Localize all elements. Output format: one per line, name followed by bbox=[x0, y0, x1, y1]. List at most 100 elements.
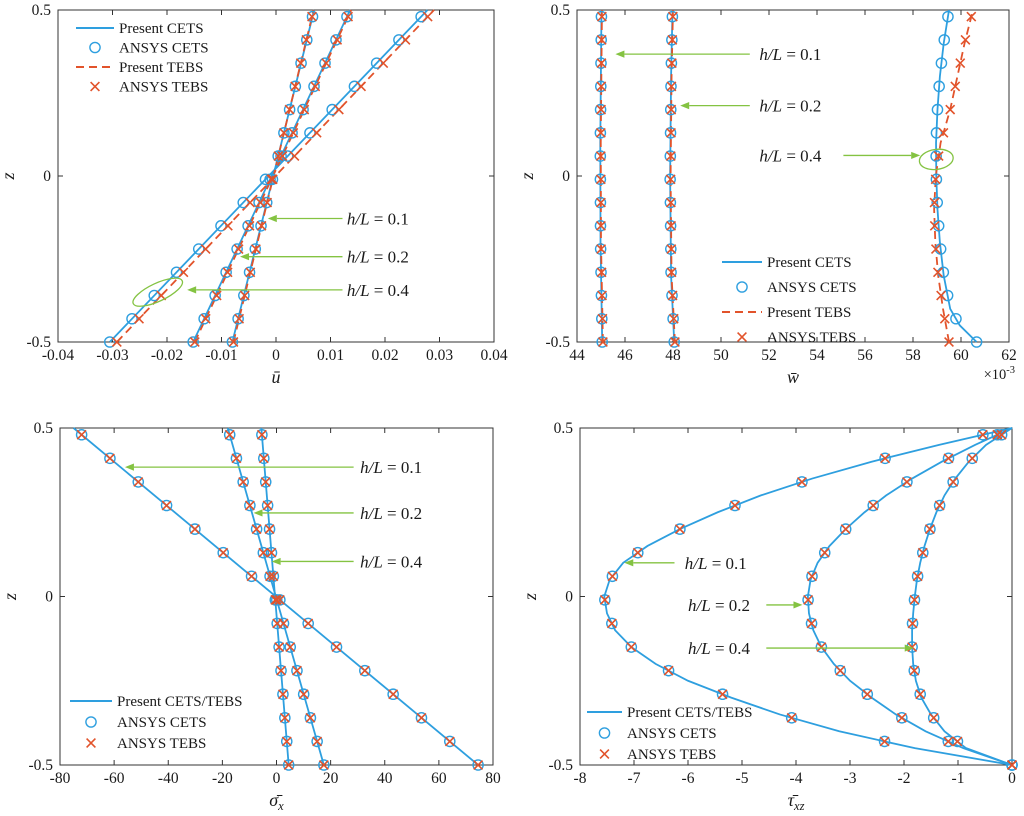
circle-marker bbox=[304, 712, 317, 724]
x-marker bbox=[178, 267, 189, 278]
x-marker bbox=[666, 58, 677, 69]
x-marker bbox=[284, 104, 295, 115]
x-marker bbox=[930, 174, 941, 185]
circle-marker bbox=[815, 641, 828, 653]
circle-marker bbox=[908, 594, 921, 606]
circle-marker bbox=[665, 243, 677, 255]
annotation-label: h/L = 0.4 bbox=[688, 639, 751, 658]
x-marker bbox=[666, 104, 677, 115]
circle-marker bbox=[598, 727, 611, 739]
circle-marker bbox=[187, 336, 199, 348]
annotation-arrowhead bbox=[124, 463, 134, 471]
x-tick-label: 62 bbox=[1001, 347, 1017, 364]
circle-marker bbox=[916, 546, 929, 559]
x-marker bbox=[599, 749, 610, 759]
x-marker bbox=[333, 104, 344, 115]
x-marker bbox=[945, 104, 956, 115]
x-marker bbox=[283, 760, 294, 770]
x-marker bbox=[909, 594, 920, 605]
x-marker bbox=[930, 244, 941, 255]
x-marker bbox=[218, 547, 229, 558]
circle-marker bbox=[930, 150, 942, 162]
x-marker bbox=[90, 81, 100, 92]
x-marker bbox=[607, 571, 618, 582]
x-tick-label: -0.04 bbox=[42, 347, 75, 364]
annotation-ellipse bbox=[918, 148, 954, 171]
x-marker bbox=[932, 267, 943, 278]
series-line bbox=[599, 9, 604, 343]
circle-marker bbox=[308, 80, 320, 93]
circle-marker bbox=[977, 428, 989, 441]
x-tick-label: -1 bbox=[952, 770, 965, 787]
x-marker bbox=[597, 290, 607, 301]
x-marker bbox=[104, 453, 115, 464]
x-marker bbox=[663, 665, 674, 676]
x-marker bbox=[200, 313, 211, 324]
x-marker bbox=[665, 174, 676, 185]
x-marker bbox=[955, 58, 966, 69]
x-tick-label: -80 bbox=[50, 770, 71, 787]
circle-marker bbox=[595, 34, 608, 46]
x-marker bbox=[400, 34, 411, 45]
x-tick-label: -7 bbox=[628, 770, 641, 787]
x-marker bbox=[246, 571, 257, 582]
legend-label: ANSYS TEBS bbox=[117, 736, 206, 752]
circle-marker bbox=[278, 127, 290, 139]
x-marker bbox=[260, 476, 271, 487]
x-marker bbox=[606, 618, 617, 629]
x-marker bbox=[674, 524, 685, 535]
circle-marker bbox=[261, 499, 274, 512]
x-marker bbox=[279, 712, 290, 723]
x-marker bbox=[816, 642, 827, 653]
x-marker bbox=[880, 453, 891, 464]
circle-marker bbox=[664, 196, 677, 209]
circle-marker bbox=[931, 196, 944, 209]
x-marker bbox=[256, 220, 267, 231]
circle-marker bbox=[951, 735, 964, 748]
circle-marker bbox=[232, 312, 244, 325]
circle-marker bbox=[896, 712, 908, 724]
circle-marker bbox=[284, 641, 297, 653]
circle-marker bbox=[594, 243, 607, 255]
x-marker bbox=[737, 332, 747, 342]
x-marker bbox=[268, 571, 279, 582]
circle-marker bbox=[666, 289, 678, 302]
circle-marker bbox=[796, 476, 808, 488]
x-marker bbox=[909, 665, 920, 676]
circle-marker bbox=[237, 196, 250, 209]
annotation-label: h/L = 0.2 bbox=[360, 504, 422, 523]
x-marker bbox=[278, 127, 289, 138]
annotation-arrowhead bbox=[253, 509, 263, 517]
annotation-label: h/L = 0.1 bbox=[347, 209, 409, 228]
circle-marker bbox=[901, 476, 913, 488]
circle-marker bbox=[415, 712, 428, 724]
x-marker bbox=[244, 500, 255, 511]
legend-label: ANSYS CETS bbox=[117, 715, 207, 731]
x-marker bbox=[896, 712, 907, 723]
subplot-u: -0.04 -0.03 -0.02 -0.01 0 0.01 0.02 0.03 0.04 0.5… bbox=[0, 0, 512, 408]
x-marker bbox=[301, 34, 312, 45]
x-tick-label: -5 bbox=[736, 770, 749, 787]
x-marker bbox=[332, 34, 343, 45]
circle-marker bbox=[242, 219, 254, 232]
circle-marker bbox=[255, 219, 267, 232]
plot-background bbox=[0, 0, 512, 408]
annotation-arrowhead bbox=[271, 557, 281, 566]
circle-marker bbox=[258, 452, 270, 465]
circle-marker bbox=[280, 735, 293, 748]
circle-marker bbox=[834, 664, 847, 677]
x-marker bbox=[952, 736, 963, 747]
legend-label: Present CETS/TEBS bbox=[117, 694, 242, 710]
x-marker bbox=[868, 500, 879, 511]
circle-marker bbox=[263, 523, 276, 535]
x-marker bbox=[312, 736, 323, 747]
chart-svg-tau-plot: -8 -7 -6 -5 -4 -3 -2 -1 0 0.5 0 -0.5 τ̄xz z h/L = 0.1 h… bbox=[512, 408, 1024, 816]
x-marker bbox=[929, 220, 940, 231]
x-tick-label: 60 bbox=[953, 347, 969, 364]
x-marker bbox=[200, 244, 211, 255]
circle-marker bbox=[839, 523, 852, 535]
x-marker bbox=[806, 618, 817, 629]
x-marker bbox=[944, 337, 954, 347]
circle-marker bbox=[170, 266, 183, 279]
circle-marker bbox=[243, 266, 256, 279]
